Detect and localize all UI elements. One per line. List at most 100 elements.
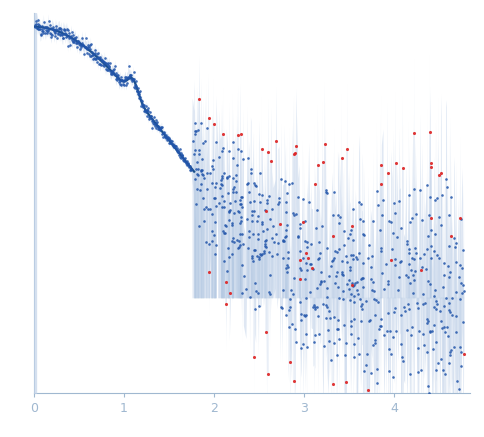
Point bbox=[157, 123, 165, 130]
Point bbox=[253, 230, 261, 237]
Point bbox=[117, 74, 124, 81]
Point bbox=[109, 67, 117, 74]
Point bbox=[444, 359, 452, 366]
Point bbox=[65, 33, 73, 40]
Point bbox=[255, 253, 262, 260]
Point bbox=[123, 74, 131, 81]
Point bbox=[68, 37, 76, 44]
Point bbox=[297, 310, 304, 317]
Point bbox=[454, 385, 462, 392]
Point bbox=[192, 166, 200, 173]
Point bbox=[419, 251, 427, 258]
Point bbox=[96, 53, 104, 60]
Point bbox=[126, 71, 134, 78]
Point bbox=[383, 170, 391, 177]
Point bbox=[94, 61, 102, 68]
Point bbox=[199, 217, 207, 224]
Point bbox=[78, 40, 86, 47]
Point bbox=[322, 302, 330, 309]
Point bbox=[298, 254, 306, 261]
Point bbox=[375, 326, 382, 333]
Point bbox=[321, 315, 329, 322]
Point bbox=[81, 43, 89, 50]
Point bbox=[377, 162, 384, 169]
Point bbox=[147, 112, 154, 119]
Point bbox=[278, 305, 286, 312]
Point bbox=[195, 146, 202, 153]
Point bbox=[339, 228, 347, 235]
Point bbox=[225, 207, 232, 214]
Point bbox=[63, 26, 71, 33]
Point bbox=[424, 405, 432, 412]
Point bbox=[33, 24, 41, 31]
Point bbox=[48, 31, 56, 38]
Point bbox=[95, 55, 103, 62]
Point bbox=[429, 293, 437, 300]
Point bbox=[177, 149, 184, 156]
Point bbox=[135, 91, 142, 98]
Point bbox=[225, 173, 233, 180]
Point bbox=[338, 295, 346, 302]
Point bbox=[90, 50, 97, 57]
Point bbox=[422, 246, 430, 253]
Point bbox=[217, 182, 225, 189]
Point bbox=[61, 27, 69, 34]
Point bbox=[346, 317, 354, 324]
Point bbox=[349, 205, 357, 212]
Point bbox=[456, 280, 464, 287]
Point bbox=[215, 154, 223, 161]
Point bbox=[280, 238, 287, 245]
Point bbox=[409, 401, 417, 408]
Point bbox=[254, 256, 262, 263]
Point bbox=[447, 295, 455, 302]
Point bbox=[395, 259, 403, 266]
Point bbox=[46, 22, 54, 29]
Point bbox=[214, 199, 222, 206]
Point bbox=[73, 39, 81, 46]
Point bbox=[348, 237, 356, 244]
Point bbox=[413, 345, 421, 352]
Point bbox=[291, 326, 299, 333]
Point bbox=[419, 341, 426, 348]
Point bbox=[110, 66, 118, 73]
Point bbox=[79, 41, 87, 48]
Point bbox=[399, 304, 407, 311]
Point bbox=[260, 207, 268, 214]
Point bbox=[321, 189, 329, 196]
Point bbox=[234, 208, 242, 215]
Point bbox=[321, 187, 329, 194]
Point bbox=[152, 117, 160, 124]
Point bbox=[408, 272, 416, 279]
Point bbox=[446, 232, 454, 239]
Point bbox=[76, 45, 83, 52]
Point bbox=[333, 316, 341, 323]
Point bbox=[253, 218, 260, 225]
Point bbox=[458, 246, 466, 253]
Point bbox=[310, 302, 318, 309]
Point bbox=[200, 206, 208, 213]
Point bbox=[262, 200, 270, 207]
Point bbox=[45, 25, 53, 32]
Point bbox=[296, 275, 303, 282]
Point bbox=[152, 125, 160, 132]
Point bbox=[221, 221, 229, 228]
Point bbox=[243, 215, 251, 222]
Point bbox=[176, 153, 184, 160]
Point bbox=[377, 212, 385, 218]
Point bbox=[411, 211, 419, 218]
Point bbox=[82, 45, 90, 52]
Point bbox=[440, 370, 448, 377]
Point bbox=[81, 43, 89, 50]
Point bbox=[165, 139, 173, 146]
Point bbox=[138, 103, 146, 110]
Point bbox=[133, 87, 141, 94]
Point bbox=[344, 286, 352, 293]
Point bbox=[307, 265, 315, 272]
Point bbox=[288, 180, 296, 187]
Point bbox=[101, 54, 108, 61]
Point bbox=[64, 29, 72, 36]
Point bbox=[310, 331, 318, 338]
Point bbox=[117, 76, 124, 83]
Point bbox=[348, 256, 356, 263]
Point bbox=[135, 89, 142, 96]
